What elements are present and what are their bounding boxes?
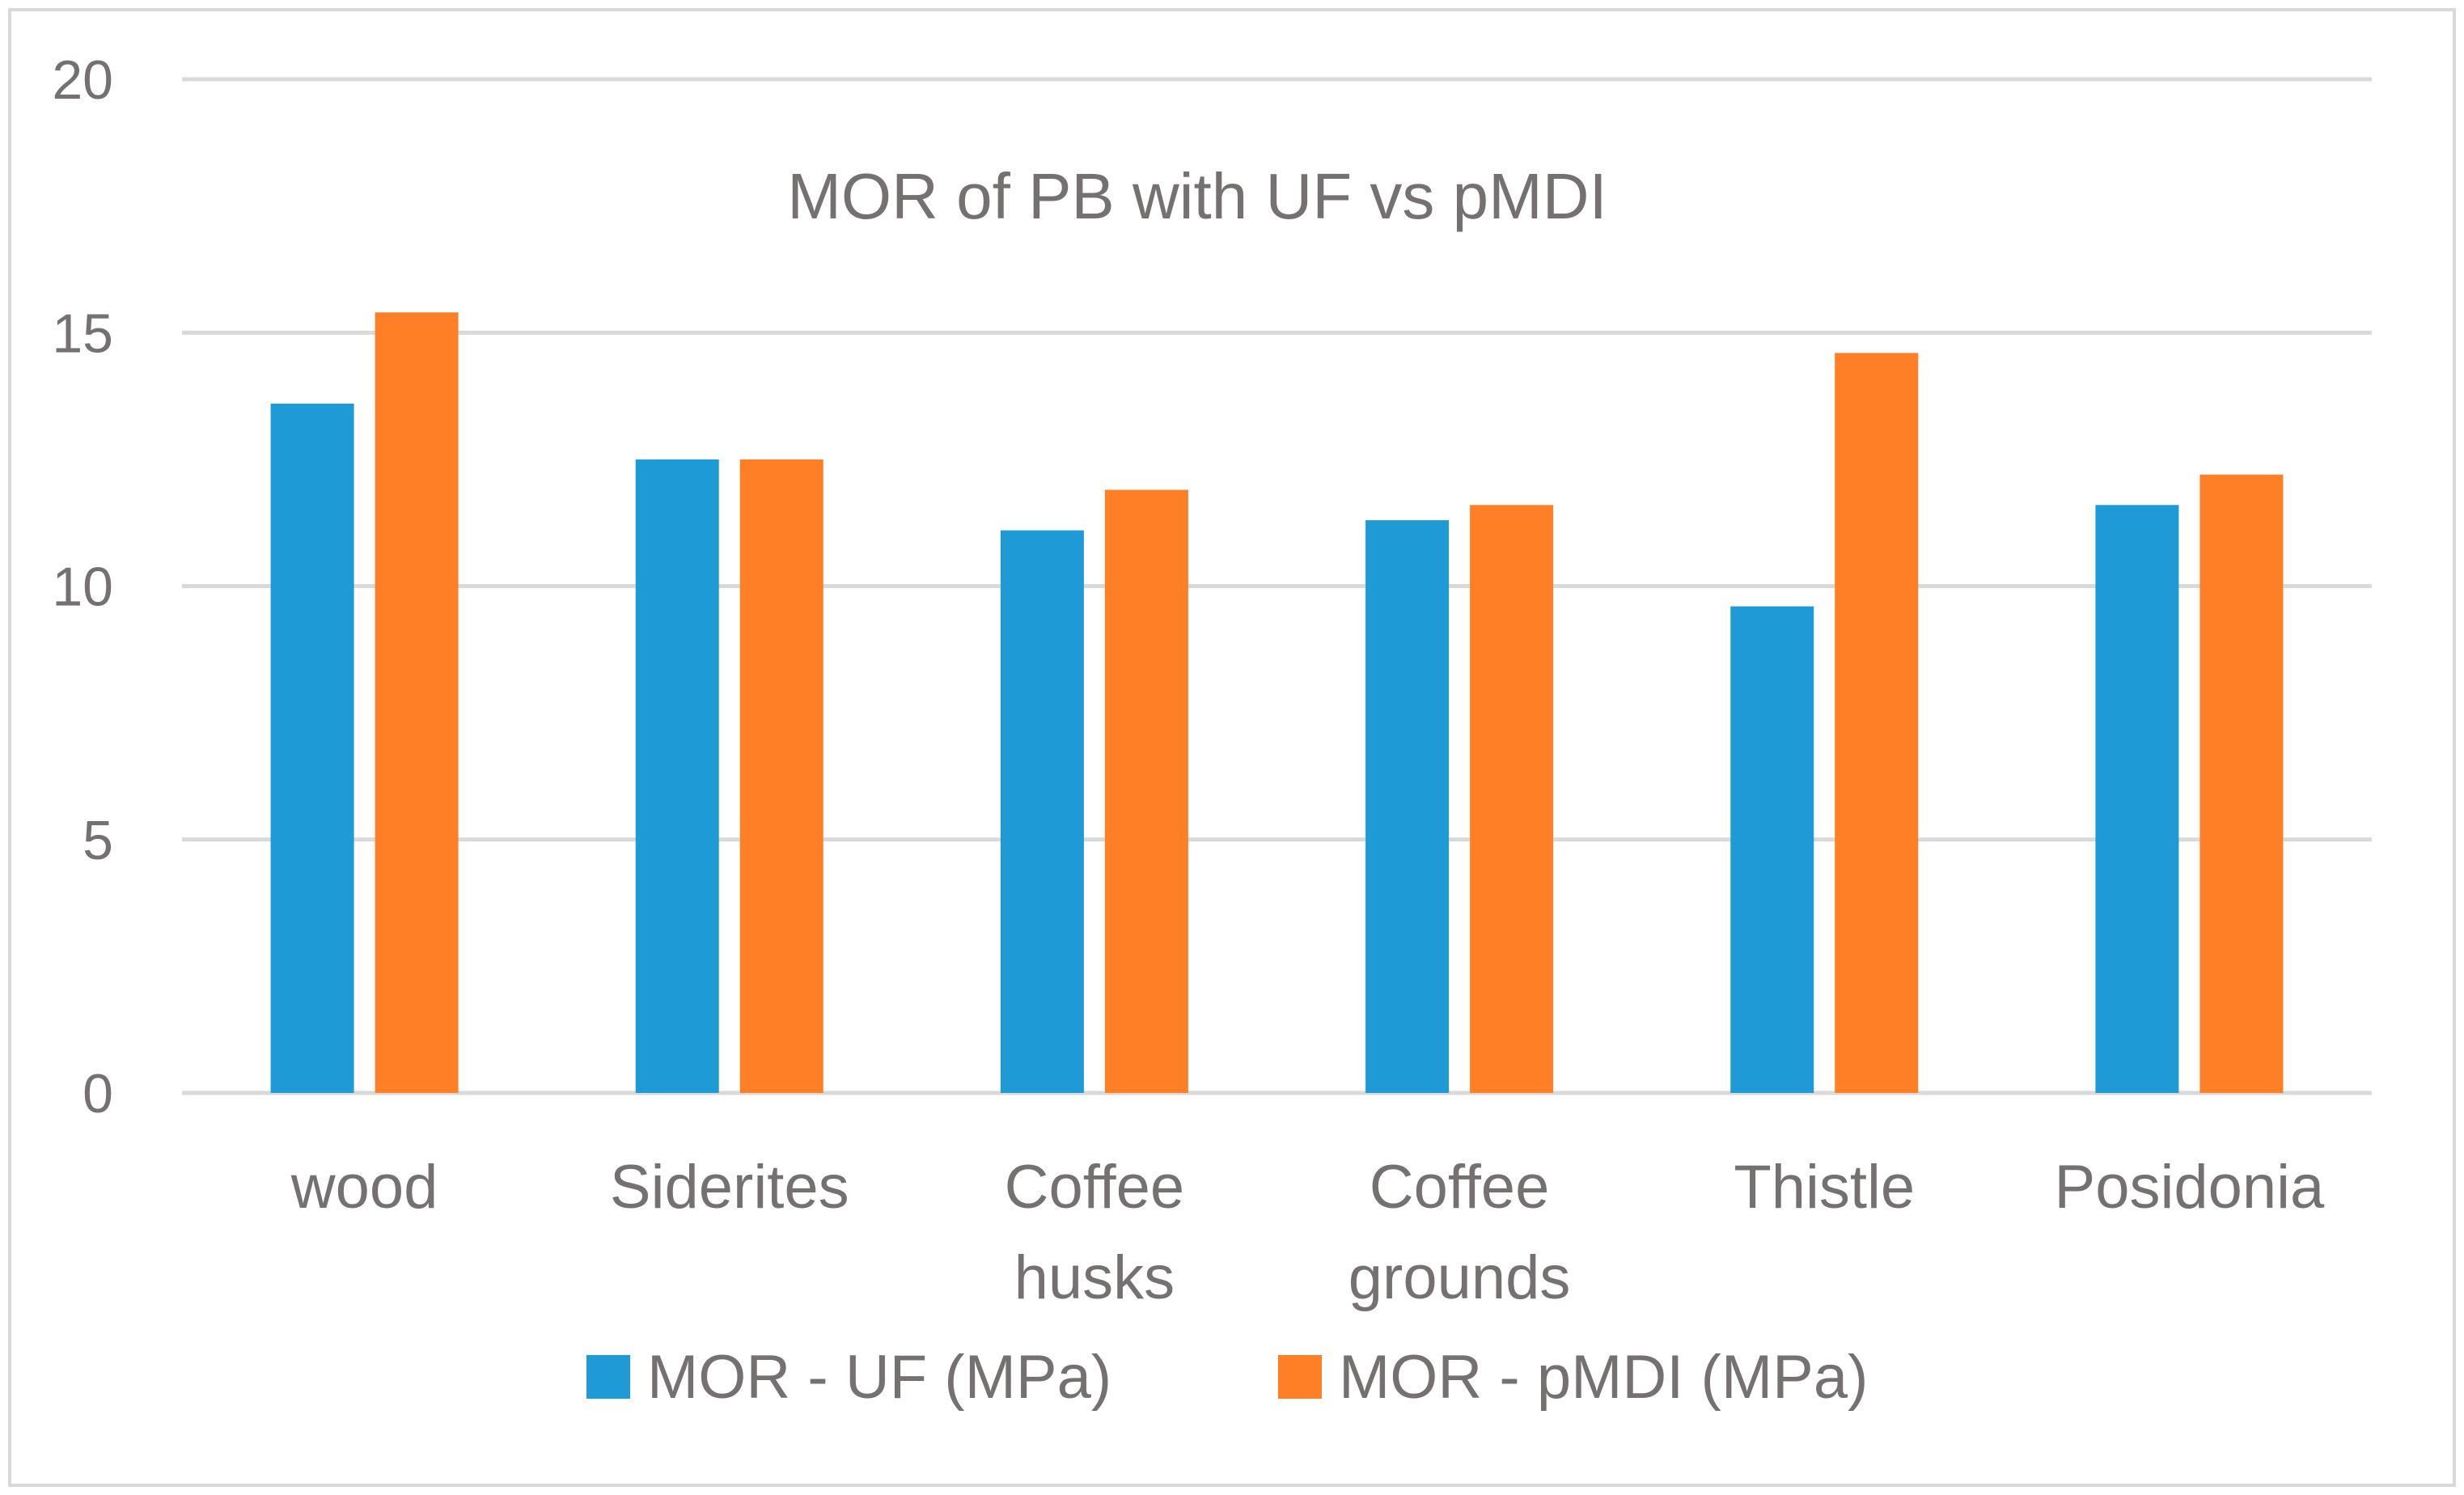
bar-uf — [1365, 520, 1450, 1093]
legend-swatch — [586, 1355, 630, 1399]
legend-label: MOR - pMDI (MPa) — [1339, 1343, 1868, 1412]
x-category-label: wood — [290, 1153, 438, 1222]
y-tick-label: 10 — [52, 557, 113, 618]
x-category-label: Coffee — [1370, 1153, 1550, 1222]
gridlines — [182, 77, 2372, 1095]
bar-uf — [270, 403, 354, 1094]
x-category-label: Siderites — [610, 1153, 849, 1222]
axis-labels: 0 5 10 15 20 wood Siderites Coffee husks Coffee gr… — [52, 49, 2325, 1312]
y-tick-label: 15 — [52, 303, 113, 364]
legend-label: MOR - UF (MPa) — [647, 1343, 1111, 1412]
bar-pmdi — [2199, 474, 2284, 1093]
bar-pmdi — [1104, 489, 1188, 1093]
y-tick-label: 0 — [83, 1063, 113, 1124]
bar-uf — [1730, 606, 1814, 1093]
x-category-label: Posidonia — [2055, 1153, 2326, 1222]
legend: MOR - UF (MPa) MOR - pMDI (MPa) — [586, 1343, 1868, 1412]
chart-title: MOR of PB with UF vs pMDI — [787, 160, 1607, 232]
y-tick-label: 5 — [83, 810, 113, 871]
bar-pmdi — [375, 312, 459, 1093]
x-category-label: husks — [1014, 1243, 1175, 1312]
bar-pmdi — [1835, 353, 1919, 1093]
bar-uf — [2095, 505, 2179, 1093]
legend-swatch — [1278, 1355, 1322, 1399]
x-category-label: grounds — [1348, 1243, 1571, 1312]
y-tick-label: 20 — [52, 49, 113, 111]
x-category-label: Coffee — [1005, 1153, 1185, 1222]
bar-pmdi — [739, 459, 823, 1093]
bar-uf — [1000, 530, 1084, 1093]
bar-uf — [635, 459, 719, 1093]
x-category-label: Thistle — [1734, 1153, 1915, 1222]
bars — [270, 312, 2284, 1094]
bar-pmdi — [1470, 505, 1554, 1093]
